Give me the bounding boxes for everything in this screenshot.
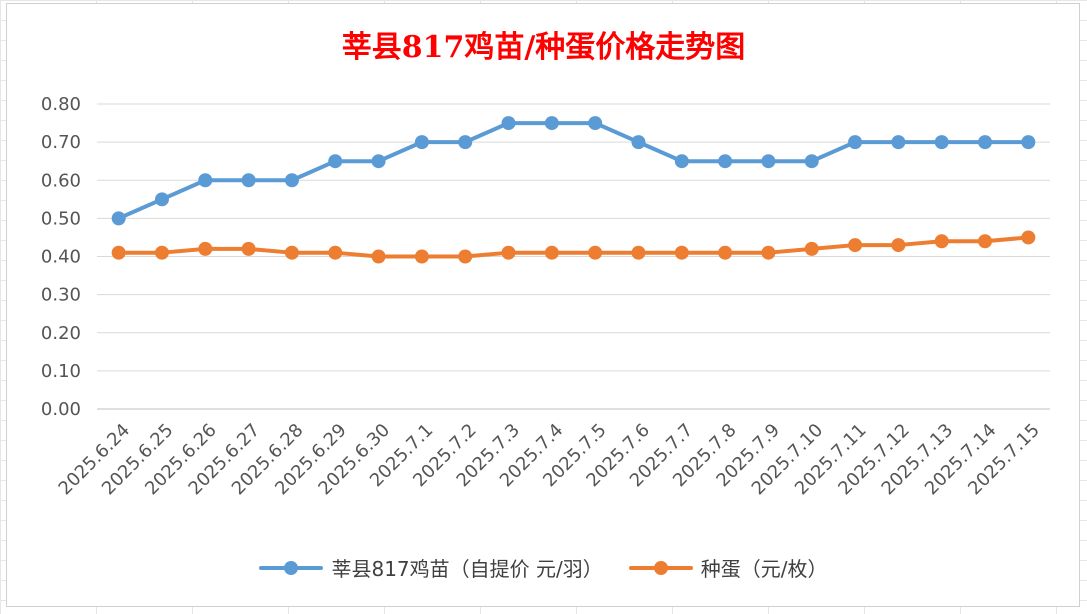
- legend-marker-chick: [284, 560, 299, 575]
- series-line-1: [116, 235, 1031, 259]
- y-tick-label: 0.30: [41, 285, 81, 306]
- data-point[interactable]: [458, 135, 473, 150]
- data-point[interactable]: [458, 249, 473, 264]
- data-point[interactable]: [1021, 135, 1036, 150]
- y-tick-label: 0.50: [41, 208, 81, 229]
- data-point[interactable]: [371, 154, 386, 169]
- legend-label-egg: 种蛋（元/枚）: [700, 557, 828, 581]
- data-point[interactable]: [891, 238, 906, 253]
- data-point[interactable]: [198, 241, 213, 256]
- y-tick-label: 0.70: [41, 132, 81, 153]
- data-point[interactable]: [718, 154, 733, 169]
- data-point[interactable]: [154, 245, 169, 260]
- series-group: [111, 116, 1036, 264]
- data-point[interactable]: [111, 211, 126, 226]
- data-point[interactable]: [848, 135, 863, 150]
- y-axis-labels: 0.00 0.10 0.20 0.30 0.40 0.50 0.60 0.70 0.80: [41, 94, 81, 420]
- data-point[interactable]: [761, 245, 776, 260]
- data-point[interactable]: [414, 249, 429, 264]
- data-point[interactable]: [761, 154, 776, 169]
- data-point[interactable]: [631, 135, 646, 150]
- data-point[interactable]: [848, 238, 863, 253]
- y-tick-label: 0.80: [41, 94, 81, 115]
- gridlines: [97, 103, 1050, 410]
- y-tick-label: 0.00: [41, 399, 81, 420]
- data-point[interactable]: [891, 135, 906, 150]
- y-tick-label: 0.60: [41, 170, 81, 191]
- data-point[interactable]: [501, 116, 516, 131]
- data-point[interactable]: [588, 116, 603, 131]
- chart-title: 莘县817鸡苗/种蛋价格走势图: [341, 30, 746, 65]
- data-point[interactable]: [241, 241, 256, 256]
- data-point[interactable]: [718, 245, 733, 260]
- data-point[interactable]: [934, 135, 949, 150]
- data-point[interactable]: [804, 154, 819, 169]
- data-point[interactable]: [198, 173, 213, 188]
- legend-entry-chick[interactable]: 莘县817鸡苗（自提价 元/羽）: [259, 553, 603, 582]
- data-point[interactable]: [501, 245, 516, 260]
- data-point[interactable]: [674, 154, 689, 169]
- data-point[interactable]: [934, 234, 949, 249]
- data-point[interactable]: [111, 245, 126, 260]
- data-point[interactable]: [1021, 230, 1036, 245]
- y-tick-label: 0.40: [41, 247, 81, 268]
- legend-swatch-chick: [259, 556, 324, 580]
- data-point[interactable]: [284, 245, 299, 260]
- legend: 莘县817鸡苗（自提价 元/羽） 种蛋（元/枚）: [0, 553, 1087, 582]
- y-tick-label: 0.20: [41, 323, 81, 344]
- x-axis-labels: 2025.6.242025.6.252025.6.262025.6.272025…: [55, 420, 1044, 500]
- legend-label-chick: 莘县817鸡苗（自提价 元/羽）: [331, 557, 603, 581]
- data-point[interactable]: [804, 241, 819, 256]
- legend-swatch-egg: [628, 556, 693, 580]
- data-point[interactable]: [154, 192, 169, 207]
- legend-entry-egg[interactable]: 种蛋（元/枚）: [628, 553, 828, 582]
- data-point[interactable]: [588, 245, 603, 260]
- data-point[interactable]: [978, 234, 993, 249]
- data-point[interactable]: [328, 245, 343, 260]
- data-point[interactable]: [544, 116, 559, 131]
- data-point[interactable]: [241, 173, 256, 188]
- data-point[interactable]: [544, 245, 559, 260]
- data-point[interactable]: [674, 245, 689, 260]
- series-line-0: [116, 121, 1031, 221]
- data-point[interactable]: [414, 135, 429, 150]
- y-tick-label: 0.10: [41, 361, 81, 382]
- data-point[interactable]: [328, 154, 343, 169]
- legend-marker-egg: [653, 560, 668, 575]
- data-point[interactable]: [978, 135, 993, 150]
- data-point[interactable]: [631, 245, 646, 260]
- data-point[interactable]: [284, 173, 299, 188]
- data-point[interactable]: [371, 249, 386, 264]
